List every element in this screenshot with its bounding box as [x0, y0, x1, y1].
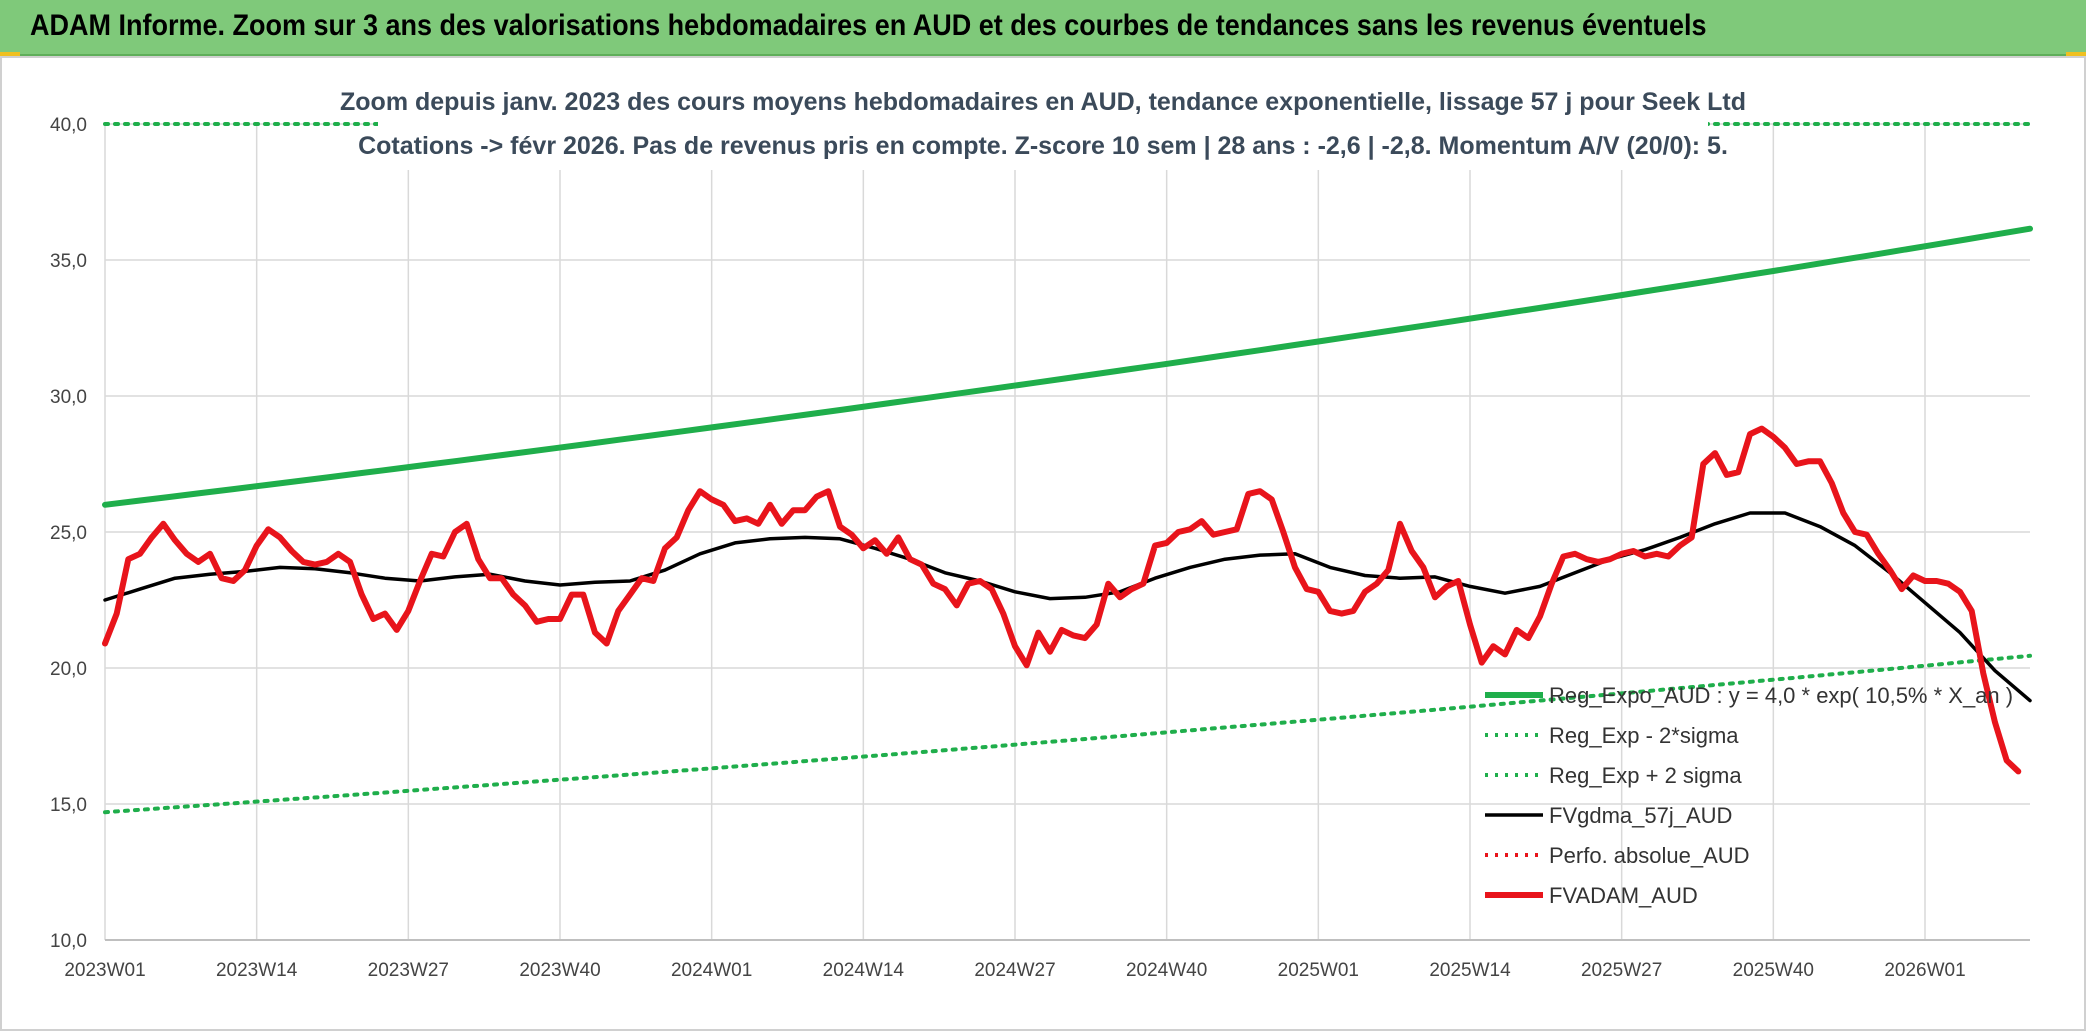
x-tick-label: 2025W14 — [1429, 960, 1511, 981]
y-tick-label: 25,0 — [50, 523, 87, 544]
legend-label: Reg_Exp - 2*sigma — [1549, 723, 1739, 748]
legend-label: FVADAM_AUD — [1549, 883, 1698, 908]
legend-label: Reg_Expo_AUD : y = 4,0 * exp( 10,5% * X_… — [1549, 683, 2013, 708]
legend-label: Perfo. absolue_AUD — [1549, 843, 1750, 868]
y-tick-label: 15,0 — [50, 795, 87, 816]
x-tick-label: 2024W01 — [671, 960, 752, 981]
x-tick-label: 2024W14 — [823, 960, 905, 981]
legend-label: Reg_Exp + 2 sigma — [1549, 763, 1742, 788]
x-tick-label: 2025W40 — [1733, 960, 1814, 981]
y-tick-label: 20,0 — [50, 659, 87, 680]
y-tick-label: 40,0 — [50, 115, 87, 136]
series-layer — [102, 122, 2033, 815]
subtitle-background — [378, 80, 1708, 170]
y-tick-label: 30,0 — [50, 387, 87, 408]
report-banner: ADAM Informe. Zoom sur 3 ans des valoris… — [0, 0, 2086, 56]
chart-frame — [0, 56, 2086, 1031]
banner-accent-left — [0, 52, 20, 57]
series-line-3 — [103, 511, 2032, 703]
series-line-0 — [102, 225, 2033, 508]
series-line-5 — [102, 425, 2022, 775]
y-tick-label: 10,0 — [50, 931, 87, 952]
legend: Reg_Expo_AUD : y = 4,0 * exp( 10,5% * X_… — [1485, 683, 2013, 908]
subtitle-line-1: Zoom depuis janv. 2023 des cours moyens … — [340, 88, 1746, 116]
x-tick-label: 2026W01 — [1884, 960, 1965, 981]
x-tick-label: 2025W01 — [1278, 960, 1359, 981]
y-tick-label: 35,0 — [50, 251, 87, 272]
series-line-1 — [103, 653, 2032, 815]
x-tick-label: 2023W27 — [368, 960, 449, 981]
legend-label: FVgdma_57j_AUD — [1549, 803, 1732, 828]
subtitle-line-2: Cotations -> févr 2026. Pas de revenus p… — [358, 132, 1728, 160]
x-tick-label: 2025W27 — [1581, 960, 1662, 981]
chart-subtitle: Zoom depuis janv. 2023 des cours moyens … — [340, 80, 1746, 170]
report-title: ADAM Informe. Zoom sur 3 ans des valoris… — [30, 9, 1707, 42]
x-tick-label: 2023W40 — [519, 960, 600, 981]
x-tick-label: 2023W14 — [216, 960, 298, 981]
x-tick-label: 2024W27 — [974, 960, 1055, 981]
x-tick-label: 2024W40 — [1126, 960, 1207, 981]
banner-accent-right — [2066, 52, 2086, 57]
x-axis-ticks: 2023W01 2023W14 2023W27 2023W40 2024W01 2024W… — [64, 960, 1965, 981]
y-axis-ticks: 10,0 15,0 20,0 25,0 30,0 35,0 40,0 — [50, 115, 87, 952]
gridlines — [104, 123, 2030, 941]
x-tick-label: 2023W01 — [64, 960, 145, 981]
